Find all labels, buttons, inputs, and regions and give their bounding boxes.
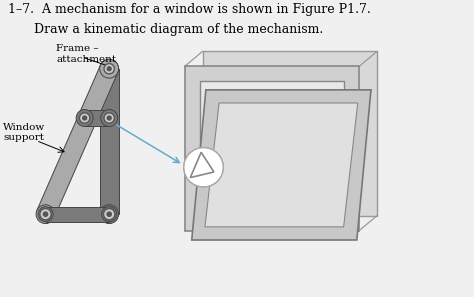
Polygon shape xyxy=(37,65,118,218)
Polygon shape xyxy=(202,51,377,216)
Circle shape xyxy=(107,212,111,216)
Circle shape xyxy=(38,207,53,222)
Circle shape xyxy=(43,212,48,216)
Polygon shape xyxy=(46,207,109,222)
Circle shape xyxy=(103,208,115,220)
Polygon shape xyxy=(200,81,344,216)
Circle shape xyxy=(107,116,111,120)
Polygon shape xyxy=(192,90,371,240)
Circle shape xyxy=(184,148,223,187)
Circle shape xyxy=(36,205,55,224)
Circle shape xyxy=(100,110,118,127)
Polygon shape xyxy=(85,110,109,127)
Circle shape xyxy=(101,207,117,222)
Circle shape xyxy=(76,110,93,127)
Circle shape xyxy=(104,64,114,74)
Polygon shape xyxy=(185,67,359,230)
Text: Draw a kinematic diagram of the mechanism.: Draw a kinematic diagram of the mechanis… xyxy=(34,23,323,36)
Text: support: support xyxy=(3,133,44,142)
Circle shape xyxy=(100,59,118,78)
Polygon shape xyxy=(205,103,358,227)
Circle shape xyxy=(80,113,90,123)
Text: attachment: attachment xyxy=(56,55,117,64)
Circle shape xyxy=(100,59,118,78)
Circle shape xyxy=(104,113,114,123)
Circle shape xyxy=(40,208,51,220)
Text: Window: Window xyxy=(3,123,46,132)
Circle shape xyxy=(107,67,111,71)
Text: Frame –: Frame – xyxy=(56,44,99,53)
Circle shape xyxy=(82,116,87,120)
Text: 1–7.  A mechanism for a window is shown in Figure P1.7.: 1–7. A mechanism for a window is shown i… xyxy=(8,3,371,16)
Circle shape xyxy=(100,205,118,224)
Polygon shape xyxy=(100,69,118,214)
